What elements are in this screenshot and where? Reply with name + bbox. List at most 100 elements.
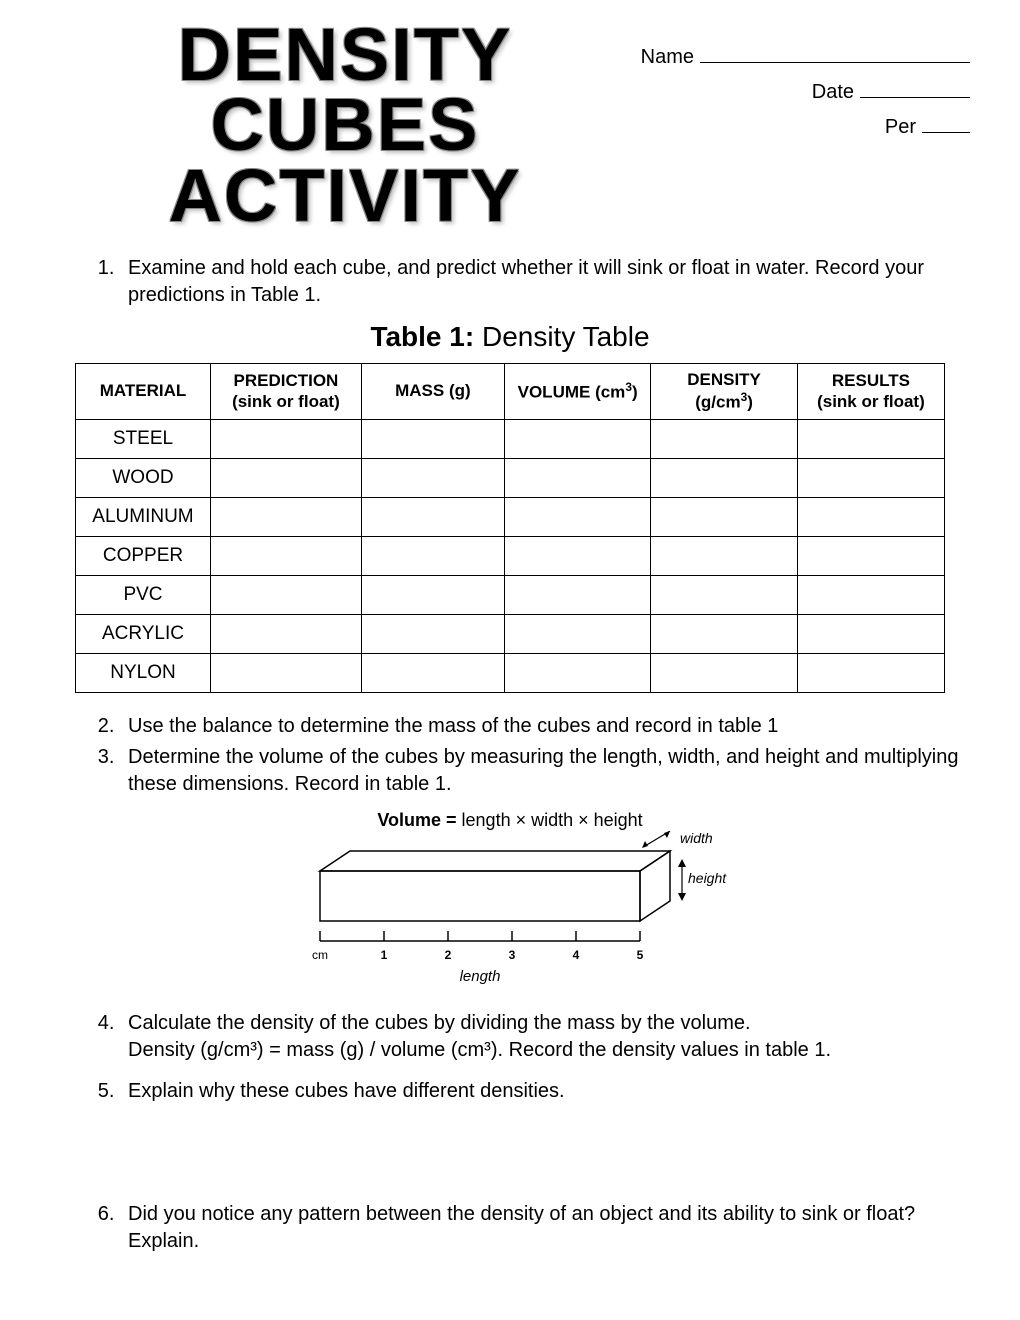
title-line-1: DENSITY CUBES: [50, 20, 640, 161]
student-meta: Name Date Per: [640, 20, 970, 145]
empty-cell[interactable]: [210, 576, 361, 615]
empty-cell[interactable]: [361, 537, 504, 576]
table-header-cell: RESULTS (sink or float): [797, 363, 944, 419]
step-4: Calculate the density of the cubes by di…: [120, 1010, 970, 1064]
ruler-unit: cm: [312, 948, 328, 962]
ruler-tick-label: 3: [509, 948, 516, 962]
table-row: PVC: [76, 576, 945, 615]
empty-cell[interactable]: [651, 420, 798, 459]
table-head: MATERIALPREDICTION (sink or float)MASS (…: [76, 363, 945, 419]
table-row: COPPER: [76, 537, 945, 576]
empty-cell[interactable]: [210, 654, 361, 693]
table-header-row: MATERIALPREDICTION (sink or float)MASS (…: [76, 363, 945, 419]
empty-cell[interactable]: [797, 459, 944, 498]
material-cell: STEEL: [76, 420, 211, 459]
instructions-list-e: Did you notice any pattern between the d…: [50, 1201, 970, 1255]
instructions-list-a: Examine and hold each cube, and predict …: [50, 255, 970, 309]
worksheet-page: DENSITY CUBES ACTIVITY Name Date Per Exa…: [0, 0, 1020, 1320]
ruler-tick-label: 4: [573, 948, 580, 962]
per-blank[interactable]: [922, 110, 970, 133]
volume-formula-rest: length × width × height: [457, 810, 643, 830]
per-line: Per: [640, 110, 970, 139]
empty-cell[interactable]: [210, 420, 361, 459]
density-table: MATERIALPREDICTION (sink or float)MASS (…: [75, 363, 945, 693]
empty-cell[interactable]: [651, 537, 798, 576]
table-row: WOOD: [76, 459, 945, 498]
width-label: width: [680, 831, 713, 846]
ruler-tick-label: 1: [381, 948, 388, 962]
table-row: STEEL: [76, 420, 945, 459]
page-title: DENSITY CUBES ACTIVITY: [50, 20, 640, 241]
empty-cell[interactable]: [361, 498, 504, 537]
step-1: Examine and hold each cube, and predict …: [120, 255, 970, 309]
length-label: length: [460, 968, 501, 985]
step-2: Use the balance to determine the mass of…: [120, 713, 970, 740]
empty-cell[interactable]: [210, 498, 361, 537]
empty-cell[interactable]: [361, 459, 504, 498]
height-label: height: [688, 870, 727, 886]
empty-cell[interactable]: [361, 420, 504, 459]
empty-cell[interactable]: [210, 459, 361, 498]
table-row: ALUMINUM: [76, 498, 945, 537]
volume-formula-label: Volume =: [377, 810, 456, 830]
material-cell: COPPER: [76, 537, 211, 576]
step-4a: Calculate the density of the cubes by di…: [128, 1012, 751, 1034]
instructions-list-b: Use the balance to determine the mass of…: [50, 713, 970, 798]
empty-cell[interactable]: [210, 615, 361, 654]
table-row: ACRYLIC: [76, 615, 945, 654]
table-header-cell: MASS (g): [361, 363, 504, 419]
table-title: Table 1: Density Table: [50, 321, 970, 353]
material-cell: ALUMINUM: [76, 498, 211, 537]
volume-formula: Volume = length × width × height: [50, 810, 970, 831]
step-4b: Density (g/cm³) = mass (g) / volume (cm³…: [128, 1039, 831, 1061]
name-blank[interactable]: [700, 40, 970, 63]
empty-cell[interactable]: [361, 576, 504, 615]
empty-cell[interactable]: [651, 498, 798, 537]
empty-cell[interactable]: [651, 576, 798, 615]
empty-cell[interactable]: [797, 420, 944, 459]
empty-cell[interactable]: [210, 537, 361, 576]
empty-cell[interactable]: [504, 654, 650, 693]
ruler-tick-label: 2: [445, 948, 452, 962]
table-header-cell: MATERIAL: [76, 363, 211, 419]
instructions-list-d: Explain why these cubes have different d…: [50, 1078, 970, 1105]
cuboid-diagram-icon: width height 1 2 3 4 5 cm length: [290, 831, 730, 991]
step-5: Explain why these cubes have different d…: [120, 1078, 970, 1105]
empty-cell[interactable]: [361, 615, 504, 654]
title-line-2: ACTIVITY: [50, 161, 640, 231]
table-title-bold: Table 1:: [370, 321, 474, 352]
empty-cell[interactable]: [504, 615, 650, 654]
table-header-cell: PREDICTION (sink or float): [210, 363, 361, 419]
material-cell: WOOD: [76, 459, 211, 498]
table-body: STEELWOODALUMINUMCOPPERPVCACRYLICNYLON: [76, 420, 945, 693]
empty-cell[interactable]: [797, 498, 944, 537]
name-line: Name: [640, 40, 970, 69]
volume-diagram: Volume = length × width × height width h…: [50, 810, 970, 996]
ruler-tick-label: 5: [637, 948, 644, 962]
date-blank[interactable]: [860, 75, 970, 98]
empty-cell[interactable]: [504, 537, 650, 576]
step-3: Determine the volume of the cubes by mea…: [120, 744, 970, 798]
material-cell: PVC: [76, 576, 211, 615]
date-label: Date: [812, 81, 854, 104]
empty-cell[interactable]: [651, 615, 798, 654]
instructions-list-c: Calculate the density of the cubes by di…: [50, 1010, 970, 1064]
empty-cell[interactable]: [504, 420, 650, 459]
empty-cell[interactable]: [504, 576, 650, 615]
date-line: Date: [640, 75, 970, 104]
step-6: Did you notice any pattern between the d…: [120, 1201, 970, 1255]
empty-cell[interactable]: [797, 654, 944, 693]
empty-cell[interactable]: [797, 576, 944, 615]
empty-cell[interactable]: [361, 654, 504, 693]
answer-space-5[interactable]: [50, 1117, 970, 1187]
material-cell: ACRYLIC: [76, 615, 211, 654]
empty-cell[interactable]: [797, 615, 944, 654]
table-header-cell: DENSITY (g/cm3): [651, 363, 798, 419]
per-label: Per: [885, 116, 916, 139]
empty-cell[interactable]: [797, 537, 944, 576]
empty-cell[interactable]: [504, 498, 650, 537]
header-row: DENSITY CUBES ACTIVITY Name Date Per: [50, 20, 970, 241]
empty-cell[interactable]: [504, 459, 650, 498]
empty-cell[interactable]: [651, 459, 798, 498]
empty-cell[interactable]: [651, 654, 798, 693]
